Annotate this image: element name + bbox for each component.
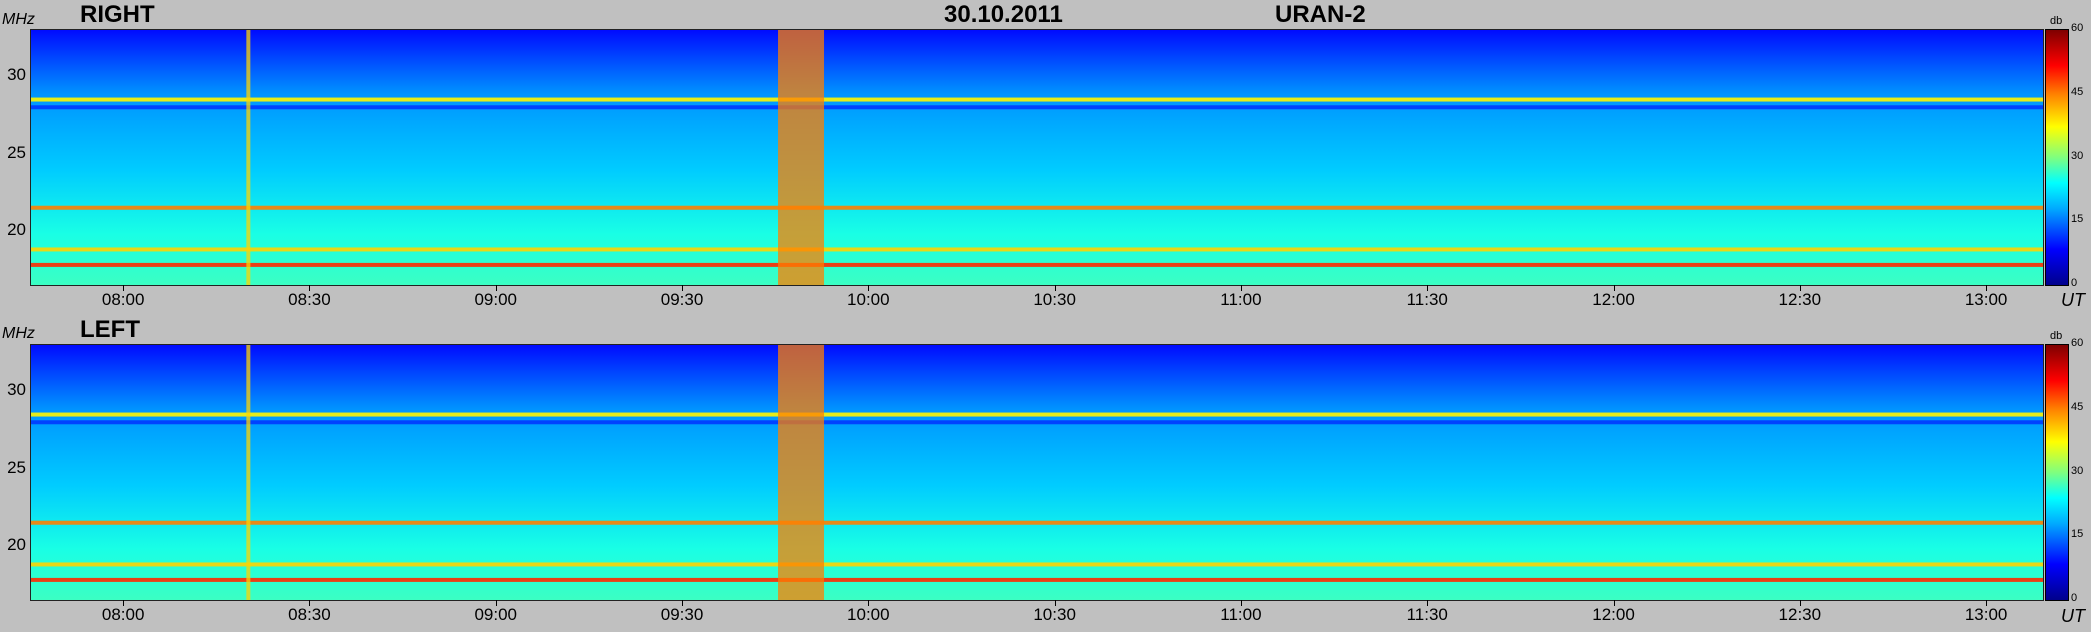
x-tick-mark [309, 600, 311, 606]
colorbar-tick-label: 0 [2071, 592, 2078, 604]
spectrogram-left-plot [31, 345, 2043, 600]
x-tick-label: 13:00 [1964, 605, 2008, 624]
x-tick-mark [1799, 285, 1801, 291]
colorbar-right [2045, 29, 2069, 286]
x-tick-label: 10:30 [1033, 290, 1076, 309]
x-tick-label: 10:00 [847, 605, 890, 624]
horizontal-band [31, 205, 2043, 210]
colorbar-tick-label: 60 [2071, 22, 2084, 34]
spectrogram-background [31, 30, 2043, 285]
x-tick-label: 11:00 [1220, 290, 1262, 309]
colorbar-tick-label: 45 [2071, 400, 2084, 413]
x-tick-label: 11:00 [1220, 605, 1262, 624]
x-tick-label: 11:30 [1406, 605, 1448, 624]
panel-title-left: LEFT [80, 316, 140, 343]
instrument-label: URAN-2 [1275, 1, 1366, 28]
x-tick-mark [1986, 600, 1988, 606]
horizontal-band [31, 420, 2043, 425]
horizontal-band [31, 520, 2043, 525]
x-tick-label: 10:30 [1033, 605, 1076, 624]
x-tick-mark [868, 600, 870, 606]
x-unit-label: UT [2061, 290, 2085, 310]
x-tick-mark [123, 600, 125, 606]
y-tick-label: 25 [7, 142, 26, 162]
x-tick-label: 08:30 [288, 290, 331, 309]
x-tick-label: 09:00 [474, 605, 518, 624]
colorbar-tick-label: 0 [2071, 277, 2078, 289]
y-tick-label: 20 [7, 534, 26, 554]
x-tick-mark [1986, 285, 1988, 291]
y-tick-label: 25 [7, 457, 26, 477]
colorbar-tick-label: 15 [2071, 528, 2084, 541]
vertical-band [778, 345, 825, 600]
x-tick-label: 08:00 [101, 290, 145, 309]
horizontal-band [31, 412, 2043, 417]
x-tick-label: 12:00 [1592, 290, 1635, 309]
x-tick-label: 10:00 [847, 290, 890, 309]
spectrogram-left [30, 344, 2044, 601]
colorbar-left [2045, 344, 2069, 601]
x-tick-mark [1613, 600, 1615, 606]
horizontal-band [31, 262, 2043, 267]
horizontal-band [31, 97, 2043, 102]
x-tick-label: 09:00 [474, 290, 518, 309]
x-tick-mark [1427, 285, 1429, 291]
x-tick-label: 11:30 [1406, 290, 1448, 309]
x-unit-label: UT [2061, 606, 2085, 626]
vertical-band [246, 30, 251, 285]
horizontal-band [31, 247, 2043, 252]
panel-title-right: RIGHT [80, 1, 155, 28]
x-tick-label: 08:30 [288, 605, 331, 624]
y-tick-label: 30 [7, 380, 26, 400]
vertical-band [246, 345, 251, 600]
spectrogram-right [30, 29, 2044, 286]
x-tick-mark [868, 285, 870, 291]
x-tick-mark [495, 600, 497, 606]
horizontal-band [31, 105, 2043, 110]
x-tick-mark [1054, 285, 1056, 291]
horizontal-band [31, 562, 2043, 567]
x-tick-mark [123, 285, 125, 291]
x-tick-mark [1054, 600, 1056, 606]
x-tick-mark [682, 285, 684, 291]
y-unit-label: MHz [2, 11, 35, 28]
colorbar-tick-label: 45 [2071, 85, 2084, 98]
x-tick-mark [1799, 600, 1801, 606]
colorbar-unit-label: db [2050, 15, 2063, 27]
colorbar-tick-label: 30 [2071, 149, 2084, 162]
date-label: 30.10.2011 [944, 1, 1063, 28]
x-tick-mark [1427, 600, 1429, 606]
y-tick-label: 30 [7, 65, 26, 85]
x-tick-label: 09:30 [660, 605, 704, 624]
x-tick-mark [495, 285, 497, 291]
x-tick-label: 13:00 [1964, 290, 2008, 309]
colorbar-tick-label: 60 [2071, 337, 2084, 349]
colorbar-tick-label: 30 [2071, 464, 2084, 477]
x-tick-mark [1240, 600, 1242, 606]
y-tick-label: 20 [7, 219, 26, 239]
x-tick-label: 08:00 [101, 605, 145, 624]
x-tick-mark [1240, 285, 1242, 291]
spectrogram-background [31, 345, 2043, 600]
x-tick-mark [309, 285, 311, 291]
x-tick-label: 09:30 [660, 290, 704, 309]
colorbar-unit-label: db [2050, 330, 2063, 342]
y-unit-label: MHz [2, 325, 35, 342]
x-tick-label: 12:30 [1778, 290, 1822, 309]
colorbar-tick-label: 15 [2071, 213, 2084, 226]
x-tick-label: 12:30 [1778, 605, 1822, 624]
x-tick-mark [1613, 285, 1615, 291]
spectrogram-right-plot [31, 30, 2043, 285]
x-tick-mark [682, 600, 684, 606]
x-tick-label: 12:00 [1592, 605, 1635, 624]
horizontal-band [31, 577, 2043, 582]
vertical-band [778, 30, 825, 285]
